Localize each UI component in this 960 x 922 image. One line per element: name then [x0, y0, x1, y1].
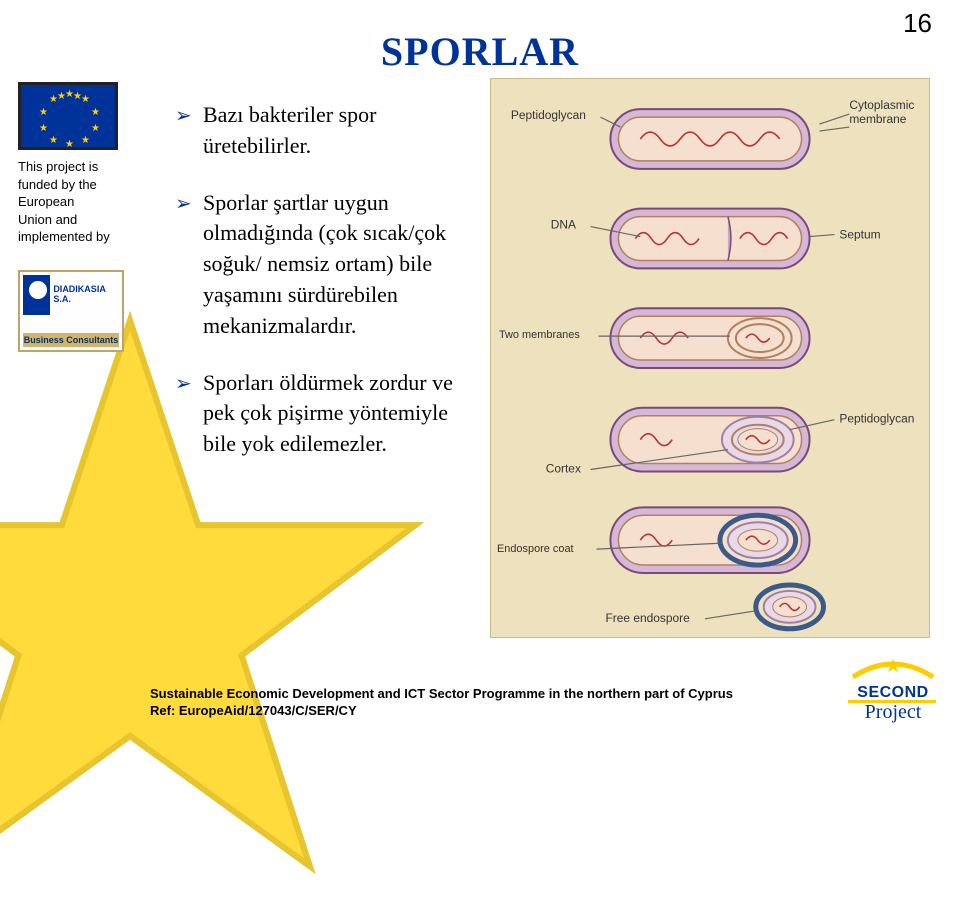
- second-logo-sub: Project: [848, 701, 938, 724]
- second-project-logo: SECOND Project: [848, 657, 938, 724]
- label-two-membranes: Two membranes: [499, 329, 580, 341]
- left-column: ★ ★ ★ ★ ★ ★ ★ ★ ★ ★ ★ ★ This project is …: [18, 82, 138, 352]
- cell-stage1-cytoplasm: [618, 117, 801, 161]
- spore-diagram: Peptidoglycan Cytoplasmic membrane DNA S…: [490, 78, 930, 638]
- cell-stage2-cytoplasm: [618, 217, 801, 261]
- bullet-item: Bazı bakteriler spor üretebilirler.: [175, 100, 455, 162]
- page-title: SPORLAR: [0, 28, 960, 75]
- label-cytoplasmic-membrane-2: membrane: [849, 112, 906, 126]
- bullet-list: Bazı bakteriler spor üretebilirler. Spor…: [175, 100, 455, 486]
- bullet-item: Sporlar şartlar uygun olmadığında (çok s…: [175, 188, 455, 342]
- diadikasia-sub: Business Consultants: [23, 333, 119, 347]
- bullet-item: Sporları öldürmek zordur ve pek çok pişi…: [175, 368, 455, 460]
- footer-text: Sustainable Economic Development and ICT…: [150, 685, 733, 720]
- label-dna: DNA: [551, 218, 576, 232]
- diadikasia-icon: [23, 275, 50, 315]
- label-septum: Septum: [839, 228, 880, 242]
- second-logo-word: SECOND: [848, 684, 938, 702]
- label-cytoplasmic-membrane-1: Cytoplasmic: [849, 98, 914, 112]
- cell-stage3-cytoplasm: [618, 316, 801, 360]
- label-peptidoglycan2: Peptidoglycan: [839, 412, 914, 426]
- label-free-endospore: Free endospore: [605, 611, 690, 625]
- label-cortex: Cortex: [546, 461, 581, 475]
- funding-text: This project is funded by the European U…: [18, 158, 138, 246]
- label-endospore-coat: Endospore coat: [497, 543, 574, 555]
- diadikasia-name: DIADIKASIA S.A.: [53, 285, 119, 304]
- diadikasia-logo: DIADIKASIA S.A. Business Consultants: [18, 270, 124, 352]
- eu-flag-icon: ★ ★ ★ ★ ★ ★ ★ ★ ★ ★ ★ ★: [18, 82, 118, 150]
- label-peptidoglycan: Peptidoglycan: [511, 108, 586, 122]
